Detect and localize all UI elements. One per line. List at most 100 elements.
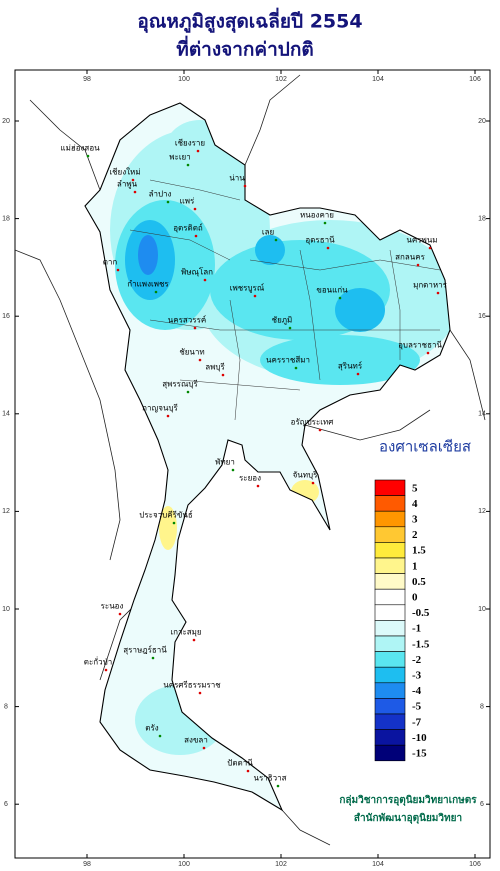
lat-tick-label: 10 — [2, 606, 10, 613]
legend-swatch — [374, 635, 406, 652]
legend-label: 5 — [412, 482, 418, 494]
province-label: นครศรีธรรมราช — [163, 681, 221, 690]
lat-tick-label: 6 — [480, 801, 484, 808]
lat-tick-label: 16 — [2, 313, 10, 320]
station — [288, 326, 292, 330]
station — [154, 290, 158, 294]
lat-tick-label: 10 — [478, 606, 486, 613]
legend-label: -10 — [412, 732, 427, 744]
station — [246, 769, 250, 773]
lon-tick-label: 102 — [275, 76, 287, 83]
province-label: สุพรรณบุรี — [162, 380, 198, 389]
legend-label: -1 — [412, 623, 421, 635]
station — [192, 638, 196, 642]
province-label: น่าน — [229, 174, 245, 183]
station — [193, 326, 197, 330]
province-label: มุกดาหาร — [413, 281, 448, 290]
station — [186, 390, 190, 394]
lat-tick-label: 20 — [2, 118, 10, 125]
map-subtitle: ที่ต่างจากค่าปกติ — [176, 36, 313, 61]
province-label: สุราษฎร์ธานี — [123, 645, 167, 655]
station — [203, 278, 207, 282]
province-label: สงขลา — [184, 736, 208, 745]
station — [326, 246, 330, 250]
station — [86, 154, 90, 158]
neighbor-borders — [14, 74, 486, 846]
province-label: ตาก — [103, 258, 118, 267]
lat-tick-label: 18 — [2, 215, 10, 222]
legend-label: 0.5 — [412, 576, 426, 588]
lat-tick-label: 14 — [478, 411, 486, 418]
legend-label: -1.5 — [412, 638, 430, 650]
station — [133, 190, 137, 194]
lat-tick-label: 18 — [478, 215, 486, 222]
station — [338, 296, 342, 300]
station — [243, 184, 247, 188]
province-label: ตะกั่วป่า — [84, 656, 112, 667]
province-label: แม่ฮ่องสอน — [60, 144, 100, 153]
station — [221, 373, 225, 377]
station — [118, 612, 122, 616]
station — [256, 484, 260, 488]
legend-swatch — [374, 588, 406, 606]
lon-tick-label: 100 — [178, 861, 190, 868]
province-label: พิษณุโลก — [181, 267, 213, 277]
province-label: ระนอง — [101, 602, 124, 611]
station — [198, 691, 202, 695]
province-label: นราธิวาส — [253, 774, 286, 783]
province-borders — [129, 179, 441, 421]
legend-swatch — [374, 713, 406, 730]
province-label: สุรินทร์ — [338, 361, 363, 371]
legend-label: -15 — [412, 748, 427, 760]
lon-tick-label: 98 — [83, 861, 91, 868]
lat-tick-label: 16 — [478, 313, 486, 320]
legend-label: 0 — [412, 592, 418, 604]
province-label: สกลนคร — [395, 253, 425, 262]
province-label: อุบลราชธานี — [398, 341, 442, 350]
station — [172, 521, 176, 525]
station — [318, 428, 322, 432]
credit: กลุ่มวิชาการอุตุนิยมวิทยาเกษตร — [339, 794, 477, 806]
legend-label: -0.5 — [412, 607, 430, 619]
station — [151, 656, 155, 660]
legend-swatch — [374, 557, 406, 574]
lat-tick-label: 8 — [480, 703, 484, 710]
province-label: เกาะสมุย — [170, 628, 201, 637]
station — [428, 246, 432, 250]
province-label: กาญจนบุรี — [142, 404, 178, 413]
station — [231, 468, 235, 472]
legend-label: -7 — [412, 716, 422, 728]
lon-tick-label: 102 — [275, 861, 287, 868]
lat-tick-label: 12 — [478, 508, 486, 515]
province-label: ลำพูน — [117, 180, 138, 190]
lon-tick-label: 98 — [83, 76, 91, 83]
province-label: ปัตตานี — [227, 759, 253, 768]
province-label: นครสวรรค์ — [168, 315, 206, 325]
station — [253, 294, 257, 298]
province-label: อุตรดิตถ์ — [173, 223, 203, 233]
station — [186, 163, 190, 167]
province-label: จันทบุรี — [293, 471, 319, 480]
station — [274, 238, 278, 242]
lon-tick-label: 104 — [372, 861, 384, 868]
province-label: ลพบุรี — [205, 363, 225, 372]
province-label: ขอนแก่น — [316, 286, 348, 295]
legend-label: 1 — [412, 560, 418, 572]
legend-label: 4 — [412, 498, 418, 510]
station — [131, 178, 135, 182]
station — [196, 149, 200, 153]
province-label: ระยอง — [239, 474, 261, 483]
station — [276, 784, 280, 788]
station — [436, 291, 440, 295]
credit: สำนักพัฒนาอุตุนิยมวิทยา — [354, 812, 462, 824]
legend-swatch — [374, 479, 406, 496]
station — [116, 268, 120, 272]
legend-swatch — [374, 651, 406, 668]
lon-tick-label: 106 — [469, 76, 481, 83]
legend-swatch — [374, 729, 406, 746]
province-label: เลย — [262, 228, 274, 237]
province-label: พัทยา — [215, 458, 235, 467]
legend-label: -2 — [412, 654, 422, 666]
legend-swatch — [374, 604, 406, 621]
